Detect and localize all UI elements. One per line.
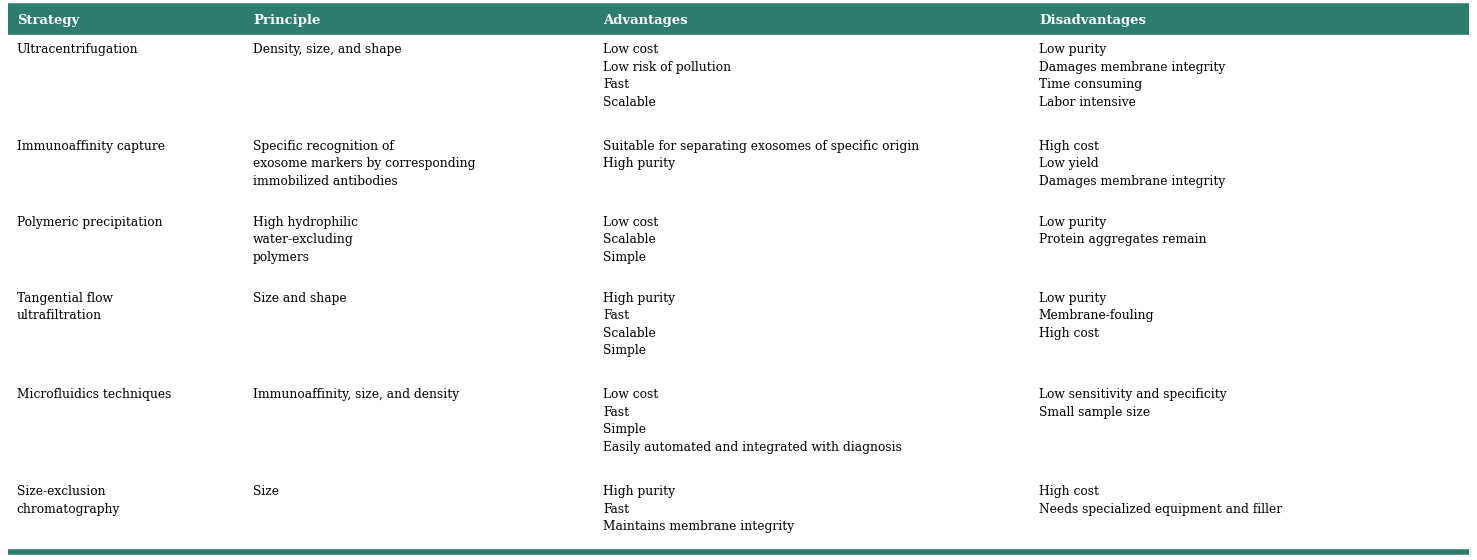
Text: Low purity
Membrane-fouling
High cost: Low purity Membrane-fouling High cost [1038, 292, 1155, 340]
Text: High purity
Fast
Scalable
Simple: High purity Fast Scalable Simple [603, 292, 675, 357]
Text: Size-exclusion
chromatography: Size-exclusion chromatography [16, 485, 120, 516]
Text: High cost
Needs specialized equipment and filler: High cost Needs specialized equipment an… [1038, 485, 1282, 516]
Text: Advantages: Advantages [603, 14, 688, 27]
Text: Low cost
Scalable
Simple: Low cost Scalable Simple [603, 216, 659, 264]
Text: Strategy: Strategy [16, 14, 80, 27]
Bar [7, 379, 1470, 476]
Text: Density, size, and shape: Density, size, and shape [253, 43, 402, 56]
Bar [7, 207, 1470, 283]
Text: Microfluidics techniques: Microfluidics techniques [16, 389, 171, 402]
Text: Tangential flow
ultrafiltration: Tangential flow ultrafiltration [16, 292, 112, 323]
Text: Size: Size [253, 485, 279, 498]
Text: Low purity
Damages membrane integrity
Time consuming
Labor intensive: Low purity Damages membrane integrity Ti… [1038, 43, 1224, 109]
Text: Immunoaffinity capture: Immunoaffinity capture [16, 140, 165, 153]
Text: Disadvantages: Disadvantages [1038, 14, 1146, 27]
Text: Principle: Principle [253, 14, 321, 27]
Bar [7, 130, 1470, 207]
Text: Ultracentrifugation: Ultracentrifugation [16, 43, 139, 56]
Text: High purity
Fast
Maintains membrane integrity: High purity Fast Maintains membrane inte… [603, 485, 795, 533]
Text: Size and shape: Size and shape [253, 292, 347, 305]
Text: Polymeric precipitation: Polymeric precipitation [16, 216, 162, 229]
Text: Low purity
Protein aggregates remain: Low purity Protein aggregates remain [1038, 216, 1207, 246]
Text: High hydrophilic
water-excluding
polymers: High hydrophilic water-excluding polymer… [253, 216, 357, 264]
Text: High cost
Low yield
Damages membrane integrity: High cost Low yield Damages membrane int… [1038, 140, 1224, 188]
Bar [7, 34, 1470, 130]
Bar [7, 283, 1470, 379]
Text: Specific recognition of
exosome markers by corresponding
immobilized antibodies: Specific recognition of exosome markers … [253, 140, 476, 188]
Text: Suitable for separating exosomes of specific origin
High purity: Suitable for separating exosomes of spec… [603, 140, 920, 170]
Text: Immunoaffinity, size, and density: Immunoaffinity, size, and density [253, 389, 459, 402]
Text: Low cost
Fast
Simple
Easily automated and integrated with diagnosis: Low cost Fast Simple Easily automated an… [603, 389, 902, 454]
Text: Low cost
Low risk of pollution
Fast
Scalable: Low cost Low risk of pollution Fast Scal… [603, 43, 731, 109]
Bar [7, 6, 1470, 34]
Bar [7, 476, 1470, 552]
Text: Low sensitivity and specificity
Small sample size: Low sensitivity and specificity Small sa… [1038, 389, 1226, 419]
